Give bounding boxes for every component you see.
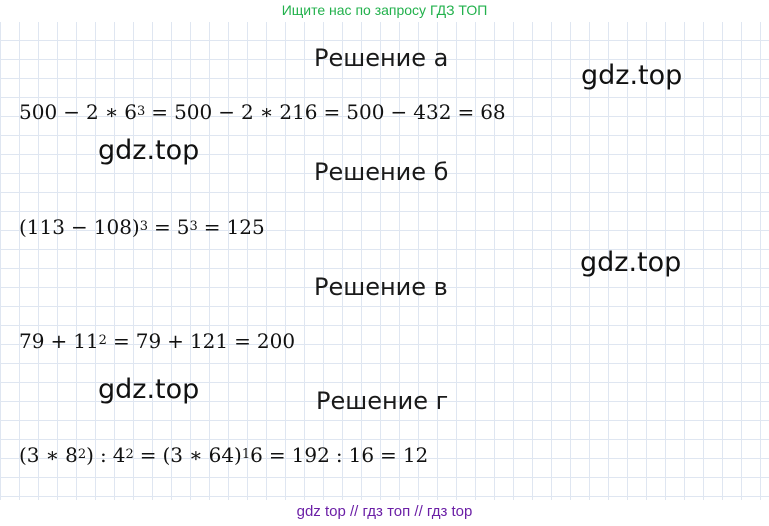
formula-term: (3 <box>19 443 40 467</box>
formula-term: 68 <box>480 100 506 124</box>
solution-d-title: Решение г <box>316 387 449 415</box>
formula-term: 79 <box>19 329 45 353</box>
formula-exponent: 2 <box>98 333 107 348</box>
formula-operator: ∗ <box>189 443 203 467</box>
formula-term: (113 <box>19 215 65 239</box>
formula-operator: + <box>167 329 184 353</box>
bottom-banner: gdz top // гдз топ // гдз top <box>0 500 769 526</box>
formula-term: 8 <box>65 443 78 467</box>
formula-term: 11 <box>73 329 99 353</box>
formula-term: 500 <box>174 100 213 124</box>
formula-term: 6 <box>250 443 263 467</box>
formula-operator: − <box>70 215 88 239</box>
formula-operator: = <box>380 443 397 467</box>
solution-a-formula: 500−2 ∗ 6 3 = 500−2 ∗ 216 = 500−432 = 68 <box>19 100 506 124</box>
formula-operator: − <box>63 100 80 124</box>
formula-operator: = <box>268 443 286 467</box>
formula-exponent: 2 <box>125 447 134 462</box>
formula-operator: : <box>99 443 107 467</box>
watermark: gdz.top <box>98 135 200 166</box>
formula-exponent: 3 <box>137 104 146 119</box>
formula-operator: − <box>218 100 236 124</box>
formula-term: 12 <box>402 443 429 467</box>
formula-operator: = <box>457 100 475 124</box>
watermark: gdz.top <box>580 247 682 278</box>
formula-term: 200 <box>256 329 296 353</box>
formula-term: 6 <box>124 100 138 124</box>
formula-operator: = <box>154 215 171 239</box>
formula-operator: = <box>151 100 169 124</box>
solution-c-title: Решение в <box>314 273 448 301</box>
formula-operator: ∗ <box>45 443 60 467</box>
formula-operator: + <box>50 329 68 353</box>
watermark: gdz.top <box>98 374 200 405</box>
formula-operator: = <box>234 329 251 353</box>
formula-term: ) <box>86 443 94 467</box>
solution-d-formula: (3 ∗ 8 2):4 2 = (3 ∗ 64) 1 6 = 192:16 = 12 <box>19 443 428 467</box>
solution-c-formula: 79 +11 2 = 79 +121 = 200 <box>19 329 295 353</box>
watermark: gdz.top <box>581 60 683 91</box>
formula-term: 16 <box>348 443 375 467</box>
top-banner: Ищите нас по запросу ГДЗ ТОП <box>0 0 769 22</box>
solution-b-formula: (113−108) 3 = 5 3 = 125 <box>19 215 265 239</box>
formula-term: 4 <box>112 443 126 467</box>
formula-term: 125 <box>226 215 265 239</box>
formula-term: 2 <box>85 100 99 124</box>
formula-term: 432 <box>413 100 452 124</box>
formula-operator: − <box>390 100 408 124</box>
formula-operator: = <box>112 329 130 353</box>
formula-exponent: 2 <box>77 447 87 462</box>
formula-term: (3 <box>162 443 184 467</box>
formula-operator: = <box>323 100 341 124</box>
formula-operator: ∗ <box>259 100 274 124</box>
formula-operator: ∗ <box>104 100 119 124</box>
formula-term: 2 <box>241 100 254 124</box>
formula-term: 500 <box>346 100 385 124</box>
formula-term: 108) <box>93 215 140 239</box>
formula-exponent: 3 <box>189 219 198 234</box>
formula-exponent: 1 <box>241 447 251 462</box>
formula-term: 79 <box>135 329 162 353</box>
formula-exponent: 3 <box>139 219 149 234</box>
formula-term: 216 <box>279 100 318 124</box>
formula-term: 64) <box>208 443 242 467</box>
formula-operator: : <box>335 443 343 467</box>
solution-a-title: Решение а <box>314 44 449 72</box>
formula-term: 500 <box>19 100 58 124</box>
formula-operator: = <box>203 215 221 239</box>
formula-term: 5 <box>176 215 190 239</box>
solution-b-title: Решение б <box>314 158 449 186</box>
formula-term: 121 <box>189 329 229 353</box>
formula-term: 192 <box>291 443 330 467</box>
formula-operator: = <box>139 443 157 467</box>
